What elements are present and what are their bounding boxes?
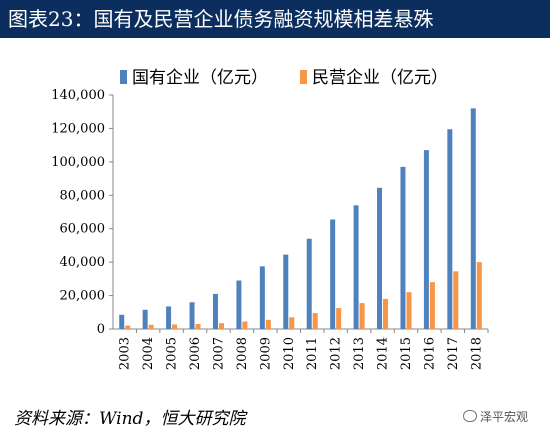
watermark-text: 泽平宏观 (479, 410, 528, 424)
bar-private (383, 298, 389, 329)
y-tick-label: 140,000 (51, 88, 105, 103)
bar-state-owned (259, 266, 265, 329)
bar-state-owned (400, 166, 406, 329)
x-tick-label: 2009 (258, 337, 273, 370)
bar-chart: 0 20,000 40,000 60,000 80,000 100,000 120,000 1… (51, 68, 489, 370)
bar-private (218, 323, 224, 329)
bar-state-owned (470, 108, 476, 329)
legend-swatch (120, 70, 127, 84)
bar-private (429, 282, 435, 329)
x-tick-label: 2011 (305, 337, 320, 370)
y-tick-label: 120,000 (51, 121, 105, 136)
y-tick-label: 40,000 (60, 255, 106, 270)
legend-label: 国有企业（亿元） (132, 68, 268, 88)
x-tick-label: 2017 (446, 337, 461, 370)
y-tick-label: 60,000 (60, 222, 106, 237)
source-note: 资料来源：Wind，恒大研究院 (14, 409, 246, 429)
x-tick-label: 2018 (469, 337, 484, 370)
bar-private (172, 324, 178, 329)
x-tick-label: 2006 (188, 337, 203, 370)
x-tick-label: 2004 (141, 337, 156, 370)
bar-private (148, 324, 154, 329)
x-tick-label: 2012 (329, 337, 344, 370)
bar-private (359, 303, 365, 329)
bar-private (289, 317, 295, 329)
x-tick-label: 2007 (211, 337, 226, 370)
bar-state-owned (283, 254, 289, 329)
x-tick-label: 2005 (165, 337, 180, 370)
y-tick-label: 20,000 (60, 289, 106, 304)
bar-private (195, 323, 201, 329)
legend-swatch (300, 70, 307, 84)
bar-state-owned (212, 293, 218, 329)
bar-private (265, 319, 271, 329)
watermark: 泽平宏观 (462, 408, 528, 425)
bar-state-owned (236, 280, 242, 329)
x-tick-label: 2013 (352, 337, 367, 370)
x-tick-label: 2010 (282, 337, 297, 370)
legend-label: 民营企业（亿元） (312, 68, 448, 88)
bar-private (242, 321, 248, 329)
bar-state-owned (189, 302, 195, 329)
bar-private (125, 325, 131, 329)
x-tick-label: 2003 (118, 337, 133, 370)
y-tick-label: 0 (97, 322, 105, 337)
bar-state-owned (306, 238, 312, 329)
bar-private (476, 262, 482, 329)
bar-state-owned (166, 306, 172, 329)
bar-state-owned (423, 150, 429, 329)
chat-bubble-icon (462, 410, 477, 422)
bar-private (312, 313, 318, 329)
x-tick-label: 2015 (399, 337, 414, 370)
bar-state-owned (142, 309, 148, 329)
bar-state-owned (119, 314, 125, 329)
figure-title: 图表23：国有及民营企业债务融资规模相差悬殊 (0, 0, 550, 38)
bar-state-owned (353, 205, 359, 329)
bar-private (406, 292, 412, 329)
x-tick-label: 2008 (235, 337, 250, 370)
bar-state-owned (330, 219, 336, 329)
x-tick-label: 2016 (422, 337, 437, 370)
bar-private (336, 308, 342, 329)
bar-state-owned (377, 187, 383, 329)
y-tick-label: 80,000 (60, 188, 106, 203)
x-tick-label: 2014 (376, 337, 391, 370)
bar-state-owned (447, 129, 453, 329)
y-tick-label: 100,000 (51, 155, 105, 170)
bar-private (453, 271, 459, 329)
